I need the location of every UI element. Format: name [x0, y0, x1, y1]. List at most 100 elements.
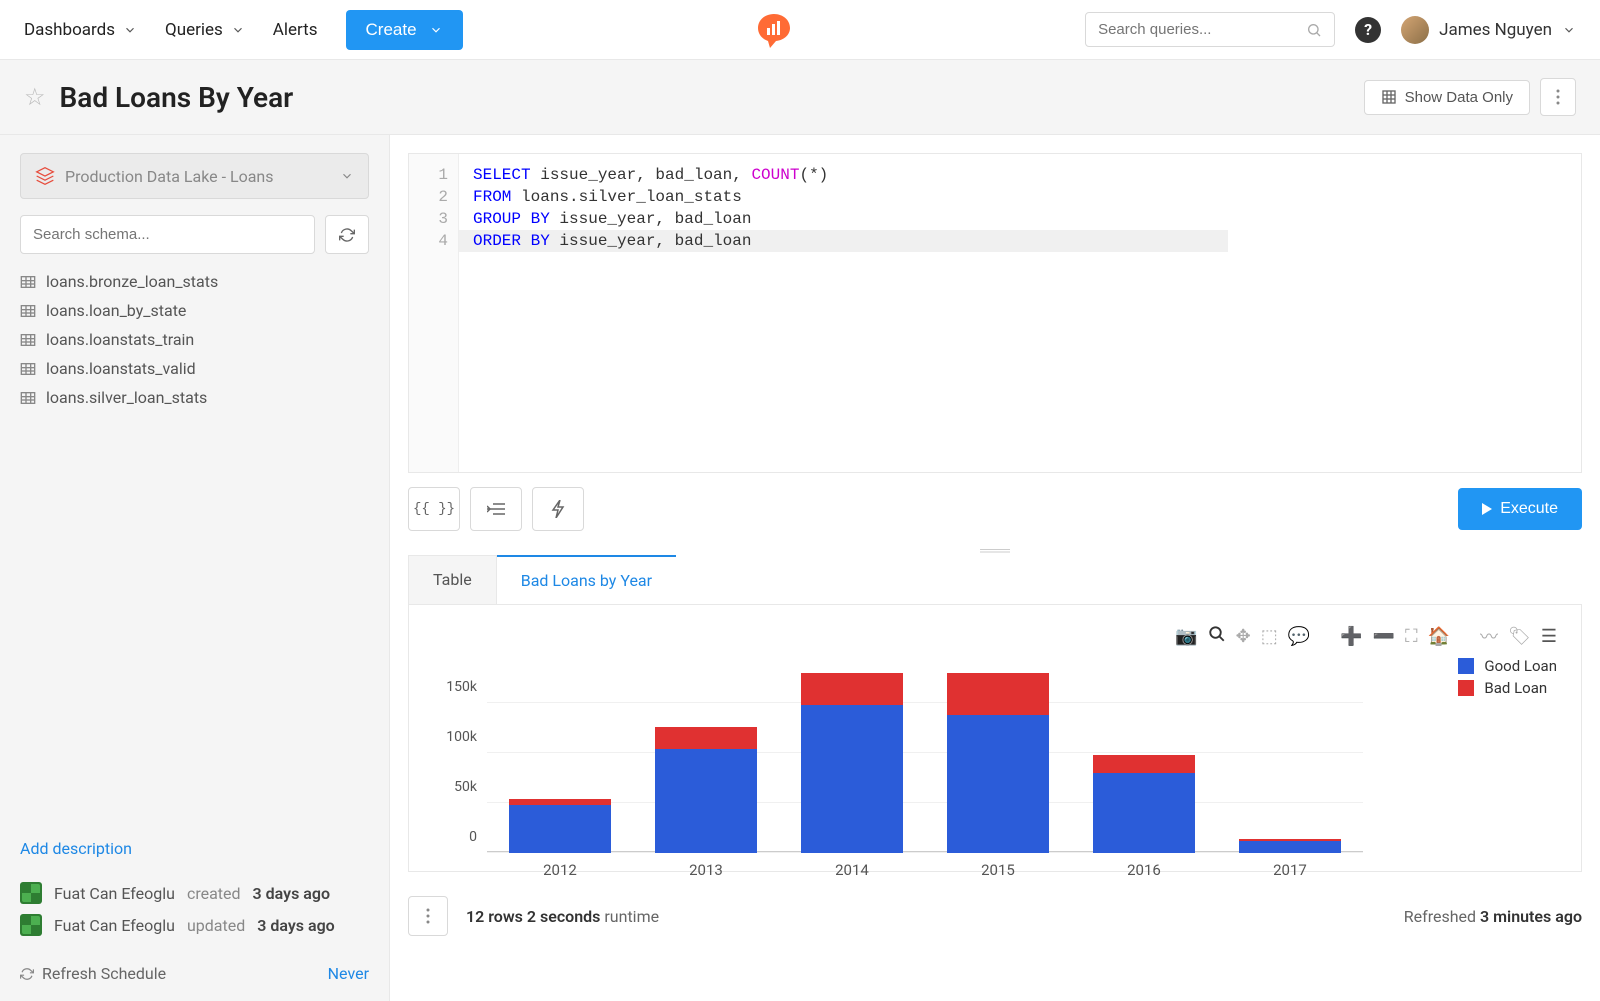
show-data-only-button[interactable]: Show Data Only — [1364, 80, 1530, 115]
bar-group: 2015 — [925, 663, 1071, 853]
resize-handle[interactable]: ═══ — [390, 545, 1600, 555]
bars-wrap: 201220132014201520162017 — [487, 663, 1363, 853]
updated-label: updated — [187, 916, 245, 935]
create-button-label: Create — [366, 20, 417, 40]
updated-by-row: Fuat Can Efeoglu updated 3 days ago — [20, 914, 369, 936]
schema-table-list: loans.bronze_loan_stats loans.loan_by_sta… — [20, 272, 369, 407]
global-search-input[interactable] — [1098, 21, 1306, 38]
logo[interactable] — [754, 10, 794, 50]
nav-queries-label: Queries — [165, 20, 223, 40]
params-label: {{ }} — [413, 501, 455, 517]
legend-item[interactable]: Bad Loan — [1458, 679, 1557, 697]
refresh-schedule-value[interactable]: Never — [328, 964, 369, 983]
sql-editor[interactable]: 1234 SELECT issue_year, bad_loan, COUNT(… — [408, 153, 1582, 473]
table-name: loans.bronze_loan_stats — [46, 272, 218, 291]
legend-item[interactable]: Good Loan — [1458, 657, 1557, 675]
x-tick-label: 2017 — [1273, 861, 1307, 879]
bar-segment[interactable] — [1239, 841, 1341, 853]
chart-container: 📷 ✥ ⬚ 💬 ➕ ➖ ⛶ 🏠 〰 🏷 ☰ Good LoanBad Loan … — [408, 605, 1582, 872]
home-icon[interactable]: 🏠 — [1428, 626, 1450, 647]
schema-table-item[interactable]: loans.loan_by_state — [20, 301, 369, 320]
bar-segment[interactable] — [509, 805, 611, 853]
table-name: loans.silver_loan_stats — [46, 388, 207, 407]
nav-alerts[interactable]: Alerts — [273, 20, 318, 40]
bar-segment[interactable] — [655, 727, 757, 749]
author-avatar-icon — [20, 914, 42, 936]
tab-table[interactable]: Table — [408, 555, 497, 604]
lasso-icon[interactable]: 💬 — [1288, 626, 1310, 647]
author-name: Fuat Can Efeoglu — [54, 884, 175, 903]
autocomplete-button[interactable] — [532, 487, 584, 531]
create-button[interactable]: Create — [346, 10, 463, 50]
main: Production Data Lake - Loans loans.bronz… — [0, 135, 1600, 1001]
hover-icon[interactable]: 🏷 — [1508, 626, 1531, 647]
bar-segment[interactable] — [947, 673, 1049, 715]
refresh-schema-button[interactable] — [325, 215, 369, 254]
help-button[interactable]: ? — [1355, 17, 1381, 43]
author-avatar-icon — [20, 882, 42, 904]
header-actions: Show Data Only — [1364, 78, 1576, 116]
bar-segment[interactable] — [947, 715, 1049, 853]
x-tick-label: 2013 — [689, 861, 723, 879]
schema-table-item[interactable]: loans.bronze_loan_stats — [20, 272, 369, 291]
bar-segment[interactable] — [801, 705, 903, 853]
chart-legend: Good Loan Bad Loan — [1458, 657, 1557, 701]
schema-search-input[interactable] — [33, 226, 302, 243]
schema-table-item[interactable]: loans.loanstats_train — [20, 330, 369, 349]
schema-search-row — [20, 215, 369, 254]
favorite-star-icon[interactable]: ☆ — [24, 83, 46, 111]
editor-pane: 1234 SELECT issue_year, bad_loan, COUNT(… — [390, 135, 1600, 1001]
add-description-link[interactable]: Add description — [20, 839, 369, 858]
camera-icon[interactable]: 📷 — [1175, 626, 1197, 647]
spike-icon[interactable]: 〰 — [1480, 623, 1498, 649]
datasource-selector[interactable]: Production Data Lake - Loans — [20, 153, 369, 199]
refresh-icon — [20, 967, 34, 981]
bar-segment[interactable] — [1093, 773, 1195, 853]
schema-table-item[interactable]: loans.loanstats_valid — [20, 359, 369, 378]
bar-segment[interactable] — [801, 673, 903, 705]
runtime-value: 2 seconds — [527, 907, 601, 926]
title-wrap: ☆ Bad Loans By Year — [24, 81, 293, 114]
user-name: James Nguyen — [1439, 20, 1552, 40]
table-icon — [20, 333, 36, 347]
tab-chart[interactable]: Bad Loans by Year — [497, 555, 676, 604]
bar-segment[interactable] — [1093, 755, 1195, 773]
autoscale-icon[interactable]: ⛶ — [1405, 626, 1418, 647]
code-text[interactable]: SELECT issue_year, bad_loan, COUNT(*)FRO… — [459, 154, 842, 472]
more-menu-button[interactable] — [1540, 78, 1576, 116]
result-more-button[interactable] — [408, 896, 448, 936]
schema-search[interactable] — [20, 215, 315, 254]
chevron-down-icon — [1562, 23, 1576, 37]
y-tick-label: 50k — [454, 779, 477, 795]
box-select-icon[interactable]: ⬚ — [1261, 626, 1278, 647]
footer-left: 12 rows 2 seconds runtime — [408, 896, 659, 936]
execute-button[interactable]: Execute — [1458, 488, 1582, 530]
pan-icon[interactable]: ✥ — [1236, 626, 1251, 647]
nav-right: ? James Nguyen — [1085, 12, 1576, 47]
footer-right: Refreshed 3 minutes ago — [1404, 907, 1582, 926]
zoom-in-icon[interactable]: ➕ — [1340, 626, 1362, 647]
compare-icon[interactable]: ☰ — [1541, 626, 1557, 647]
refreshed-time: 3 minutes ago — [1480, 907, 1582, 926]
global-search[interactable] — [1085, 12, 1335, 47]
editor-toolbar: {{ }} Execute — [390, 473, 1600, 545]
nav-dashboards[interactable]: Dashboards — [24, 20, 137, 40]
lightning-icon — [551, 500, 565, 518]
execute-label: Execute — [1500, 500, 1558, 518]
format-button[interactable] — [470, 487, 522, 531]
created-by-row: Fuat Can Efeoglu created 3 days ago — [20, 882, 369, 904]
author-name: Fuat Can Efeoglu — [54, 916, 175, 935]
chart-toolbar: 📷 ✥ ⬚ 💬 ➕ ➖ ⛶ 🏠 〰 🏷 ☰ — [1175, 623, 1557, 649]
page-header: ☆ Bad Loans By Year Show Data Only — [0, 60, 1600, 135]
result-tabs: Table Bad Loans by Year — [408, 555, 1582, 605]
nav-center — [463, 10, 1086, 50]
y-tick-label: 0 — [469, 829, 477, 845]
zoom-out-icon[interactable]: ➖ — [1373, 626, 1395, 647]
bar-segment[interactable] — [655, 749, 757, 853]
nav-queries[interactable]: Queries — [165, 20, 245, 40]
table-name: loans.loanstats_valid — [46, 359, 196, 378]
user-menu[interactable]: James Nguyen — [1401, 16, 1576, 44]
schema-table-item[interactable]: loans.silver_loan_stats — [20, 388, 369, 407]
parameters-button[interactable]: {{ }} — [408, 487, 460, 531]
zoom-icon[interactable] — [1208, 625, 1226, 648]
